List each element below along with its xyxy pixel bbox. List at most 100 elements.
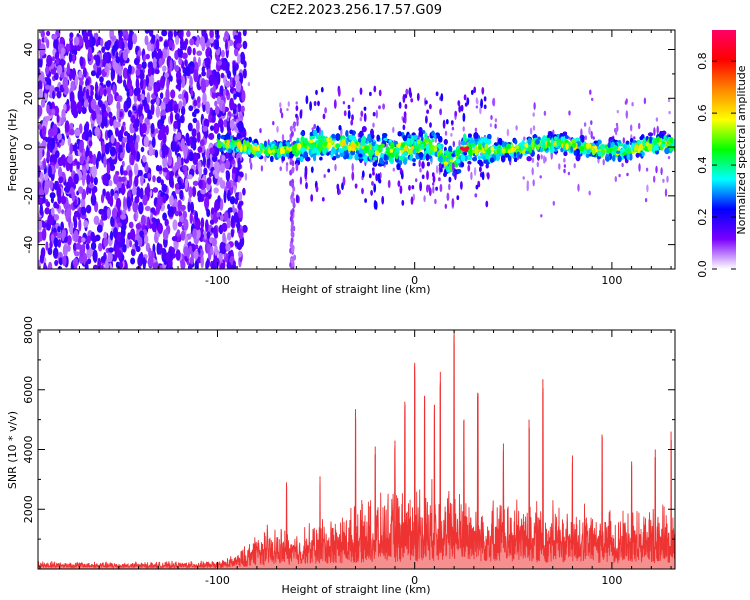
spectrogram-cell <box>150 122 155 135</box>
spectrogram-cell <box>592 136 595 140</box>
spectrogram-cell <box>63 229 67 238</box>
spectrogram-cell <box>444 203 447 209</box>
spectrogram-cell <box>44 207 50 215</box>
spectrogram-cell <box>40 30 45 39</box>
spectrogram-cell <box>38 186 45 199</box>
spectrogram-cell <box>203 118 210 128</box>
spectrogram-cell <box>110 67 116 80</box>
spectrogram-cell <box>69 143 73 155</box>
spectrogram-cell <box>583 122 587 127</box>
spectrogram-cell <box>217 60 223 66</box>
spectrogram-cell <box>237 120 244 133</box>
spectrogram-cell <box>111 36 115 42</box>
spectrogram-cell <box>191 136 196 145</box>
spectrogram-cell <box>38 149 43 161</box>
spectrogram-cell <box>244 172 248 181</box>
spectrogram-cell <box>494 118 498 123</box>
spectrogram-cell <box>46 201 51 208</box>
spectrogram-cell <box>220 72 225 79</box>
spectrogram-cell <box>119 152 125 159</box>
spectrogram-cell <box>85 88 90 100</box>
spectrogram-cell <box>236 43 243 49</box>
spectrogram-cell <box>419 167 422 173</box>
spectrogram-cell <box>140 173 144 187</box>
spectrogram-cell <box>351 97 355 102</box>
spectrogram-cell <box>88 140 93 147</box>
spectrogram-cell <box>219 214 224 222</box>
spectrogram-cell <box>235 80 242 93</box>
spectrogram-cell <box>150 99 155 105</box>
spectrogram-cell <box>42 248 46 257</box>
spectrogram-cell <box>567 171 571 176</box>
spectrogram-cell <box>176 144 180 153</box>
spectrogram-cell <box>184 177 188 190</box>
spectrogram-cell <box>160 109 166 116</box>
spectrogram-cell <box>186 248 190 259</box>
spectrogram-cell <box>79 244 84 258</box>
spectrogram-cell <box>38 198 43 205</box>
spectrogram-cell <box>573 163 576 169</box>
spectrogram-cell <box>135 69 141 76</box>
spectrogram-cell <box>48 165 52 178</box>
spectrogram-cell <box>110 216 115 227</box>
spectrogram-cell <box>236 218 240 231</box>
spectrogram-cell <box>209 35 215 44</box>
spectrogram-cell <box>558 163 561 170</box>
spectrogram-cell <box>151 34 156 44</box>
spectrogram-cell <box>79 79 84 86</box>
spectrogram-cell <box>38 80 43 91</box>
spectrogram-cell <box>155 38 160 52</box>
spectrogram-cell <box>147 109 151 115</box>
spectrogram-cell <box>78 186 84 194</box>
spectrogram-cell <box>667 98 671 103</box>
spectrogram-cell <box>38 123 43 131</box>
spectrogram-cell <box>54 86 60 92</box>
spectrogram-cell <box>164 145 169 156</box>
spectrogram-cell <box>83 99 89 108</box>
spectrogram-cell <box>133 213 137 221</box>
spectrogram-cell <box>208 172 212 178</box>
spectrogram-cell <box>146 92 151 104</box>
spectrogram-cell <box>66 62 70 75</box>
spectrogram-cell <box>130 115 136 124</box>
spectrogram-cell <box>93 176 98 186</box>
spectrogram-cell <box>55 58 60 65</box>
spectrogram-cell <box>83 168 87 180</box>
spectrogram-cell <box>187 122 193 132</box>
spectrogram-cell <box>194 210 199 222</box>
spectrogram-cell <box>115 127 119 137</box>
spectrogram-cell <box>89 35 93 46</box>
spectrogram-cell <box>664 188 668 197</box>
spectrogram-cell <box>184 66 191 76</box>
spectrogram-cell <box>653 175 656 183</box>
spectrogram-cell <box>529 127 533 135</box>
spectrogram-cell <box>137 169 143 177</box>
spectrogram-cell <box>222 232 226 244</box>
spectrogram-cell <box>202 155 206 168</box>
spectrogram-cell <box>127 74 131 84</box>
spectrogram-cell <box>135 77 140 90</box>
spectrogram-cell <box>144 30 150 34</box>
spectrogram-cell <box>142 194 148 206</box>
spectrogram-cell <box>219 163 225 174</box>
spectrogram-cell <box>168 39 174 49</box>
spectrogram-cell <box>146 216 151 230</box>
spectrogram-cell <box>231 103 237 110</box>
spectrogram-cell <box>183 218 189 231</box>
spectrogram-cell <box>165 124 169 136</box>
spectrogram-cell <box>113 173 119 185</box>
spectrogram-cell <box>203 229 207 240</box>
spectrogram-cell <box>213 122 220 134</box>
spectrogram-cell <box>62 76 69 90</box>
spectrogram-cell <box>145 74 150 87</box>
spectrogram-cell <box>117 222 122 228</box>
spectrogram-cell <box>50 137 56 149</box>
spectrogram-cell <box>279 102 282 108</box>
spectrogram-cell <box>56 64 63 75</box>
spectrogram-cell <box>60 116 65 125</box>
spectrogram-cell <box>134 239 139 249</box>
spectrogram-cell <box>45 241 49 251</box>
spectrogram-cell <box>76 161 80 170</box>
spectrogram-cell <box>195 228 201 240</box>
spectrogram-cell <box>136 134 140 143</box>
